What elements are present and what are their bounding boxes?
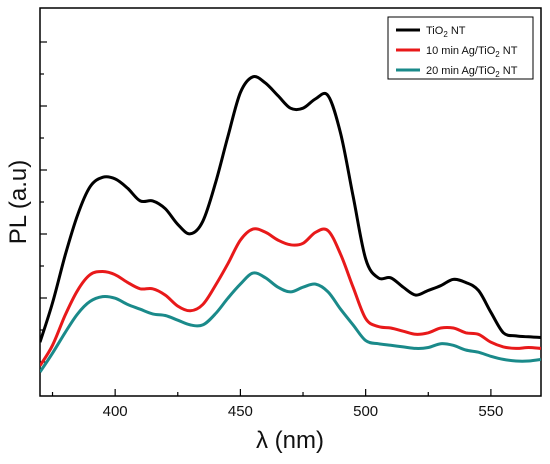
legend-label-subscript: 2	[495, 50, 500, 59]
legend-label-tail: NT	[500, 65, 518, 77]
series-line-3	[40, 271, 541, 373]
series-line-1	[40, 75, 541, 343]
x-tick-label: 400	[103, 403, 128, 420]
legend-label-2: 10 min Ag/TiO2 NT	[426, 45, 518, 59]
legend-label-subscript: 2	[495, 70, 500, 79]
legend-label-tail: NT	[500, 45, 518, 57]
legend-label-tail: NT	[448, 25, 466, 37]
series-lines	[40, 75, 541, 373]
x-tick-label: 450	[228, 403, 253, 420]
legend-label-main: TiO	[426, 25, 444, 37]
x-tick-labels: 400 450 500 550	[103, 403, 504, 420]
series-line-2	[40, 227, 541, 367]
x-axis-label: λ (nm)	[256, 427, 324, 454]
y-axis-label: PL (a.u)	[5, 160, 32, 244]
legend-label-main: 10 min Ag/TiO	[426, 45, 496, 57]
legend-label-3: 20 min Ag/TiO2 NT	[426, 65, 518, 79]
axis-ticks	[40, 41, 492, 396]
legend-label-main: 20 min Ag/TiO	[426, 65, 496, 77]
legend-label-subscript: 2	[443, 30, 448, 39]
x-tick-label: 550	[478, 403, 503, 420]
legend-box	[387, 16, 534, 80]
legend-label-1: TiO2 NT	[426, 25, 466, 39]
x-tick-label: 500	[353, 403, 378, 420]
